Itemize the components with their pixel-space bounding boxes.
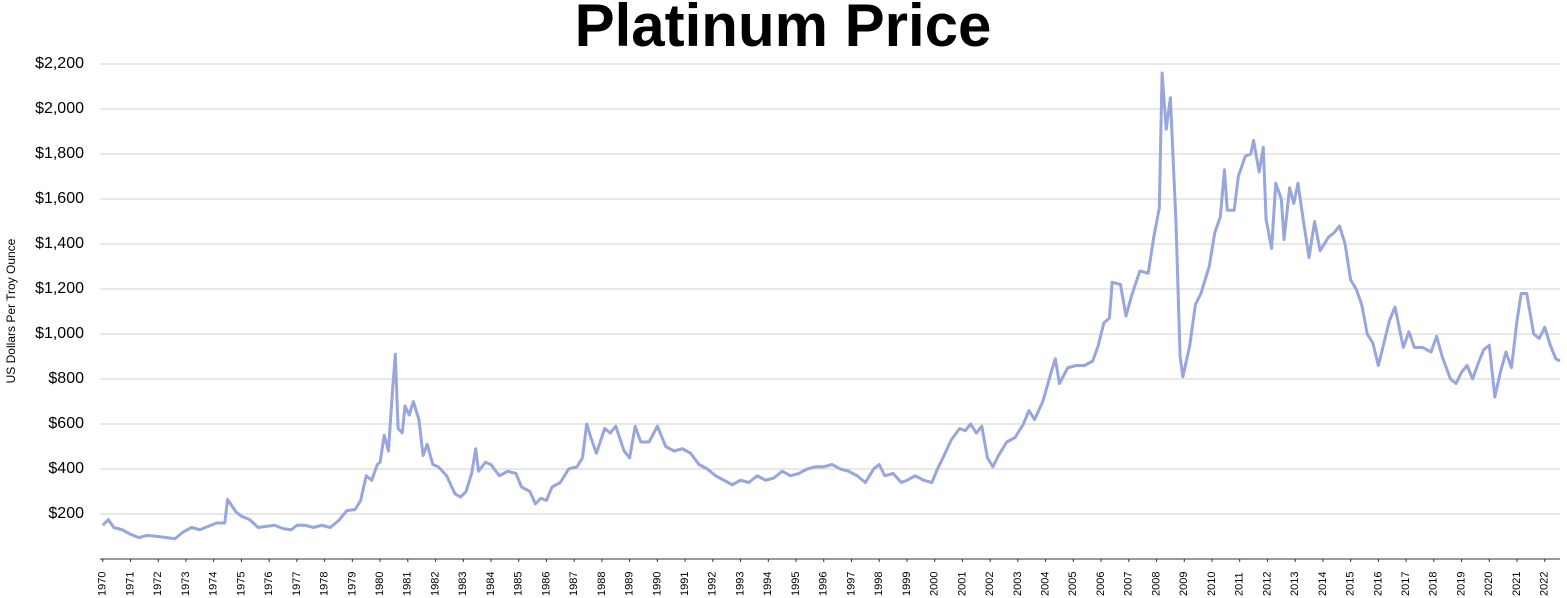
x-tick-label: 2013: [1289, 572, 1301, 596]
x-tick-label: 1986: [540, 572, 552, 596]
x-tick-label: 2004: [1040, 572, 1052, 596]
x-tick-label: 1975: [235, 572, 247, 596]
chart-title: Platinum Price: [575, 0, 992, 59]
x-tick-label: 1987: [568, 572, 580, 596]
y-tick-label: $1,600: [35, 190, 84, 207]
x-tick-label: 2017: [1400, 572, 1412, 596]
x-tick-label: 2012: [1261, 572, 1273, 596]
x-tick-label: 2002: [984, 572, 996, 596]
x-tick-label: 2005: [1067, 572, 1079, 596]
x-tick-label: 2000: [929, 572, 941, 596]
x-tick-label: 2010: [1206, 572, 1218, 596]
x-tick-label: 1980: [374, 572, 386, 596]
x-tick-label: 1971: [124, 572, 136, 596]
x-tick-label: 2014: [1317, 572, 1329, 596]
x-tick-label: 1993: [734, 572, 746, 596]
x-tick-label: 2007: [1123, 572, 1135, 596]
x-tick-label: 1982: [429, 572, 441, 596]
y-axis-label: US Dollars Per Troy Ounce: [4, 238, 18, 383]
x-tick-label: 1976: [263, 572, 275, 596]
y-tick-label: $600: [48, 415, 84, 432]
x-tick-label: 2008: [1150, 572, 1162, 596]
x-tick-label: 2021: [1511, 572, 1523, 596]
x-tick-label: 1972: [152, 572, 164, 596]
x-tick-label: 2001: [956, 572, 968, 596]
y-tick-label: $200: [48, 505, 84, 522]
x-tick-label: 2020: [1483, 572, 1495, 596]
x-tick-label: 1988: [596, 572, 608, 596]
x-tick-label: 1970: [97, 572, 109, 596]
x-tick-label: 1992: [707, 572, 719, 596]
x-tick-label: 1991: [679, 572, 691, 596]
x-tick-label: 2018: [1428, 572, 1440, 596]
x-tick-label: 1994: [762, 572, 774, 596]
y-tick-label: $1,000: [35, 325, 84, 342]
price-line: [101, 71, 1561, 541]
x-tick-label: 2003: [1012, 572, 1024, 596]
x-tick-label: 1985: [513, 572, 525, 596]
x-tick-label: 1998: [873, 572, 885, 596]
y-tick-label: $1,200: [35, 280, 84, 297]
x-tick-label: 1978: [319, 572, 331, 596]
x-tick-label: 1990: [651, 572, 663, 596]
y-tick-label: $400: [48, 460, 84, 477]
x-tick-label: 2006: [1095, 572, 1107, 596]
y-tick-label: $2,200: [35, 55, 84, 72]
x-tick-label: 2015: [1345, 572, 1357, 596]
x-tick-label: 2019: [1455, 572, 1467, 596]
x-tick-label: 1984: [485, 572, 497, 596]
y-tick-label: $1,800: [35, 145, 84, 162]
x-tick-label: 1973: [180, 572, 192, 596]
x-tick-label: 1979: [346, 572, 358, 596]
x-tick-label: 1997: [845, 572, 857, 596]
x-tick-label: 1983: [457, 572, 469, 596]
x-tick-label: 1977: [291, 572, 303, 596]
x-tick-label: 1981: [402, 572, 414, 596]
x-tick-label: 1999: [901, 572, 913, 596]
x-tick-label: 2022: [1539, 572, 1551, 596]
x-tick-label: 2016: [1372, 572, 1384, 596]
x-tick-label: 1989: [624, 572, 636, 596]
y-tick-label: $800: [48, 370, 84, 387]
x-tick-label: 1974: [208, 572, 220, 596]
y-tick-label: $1,400: [35, 235, 84, 252]
y-tick-label: $2,000: [35, 100, 84, 117]
x-tick-label: 1995: [790, 572, 802, 596]
x-tick-label: 1996: [818, 572, 830, 596]
x-tick-label: 2011: [1234, 572, 1246, 596]
x-tick-label: 2009: [1178, 572, 1190, 596]
